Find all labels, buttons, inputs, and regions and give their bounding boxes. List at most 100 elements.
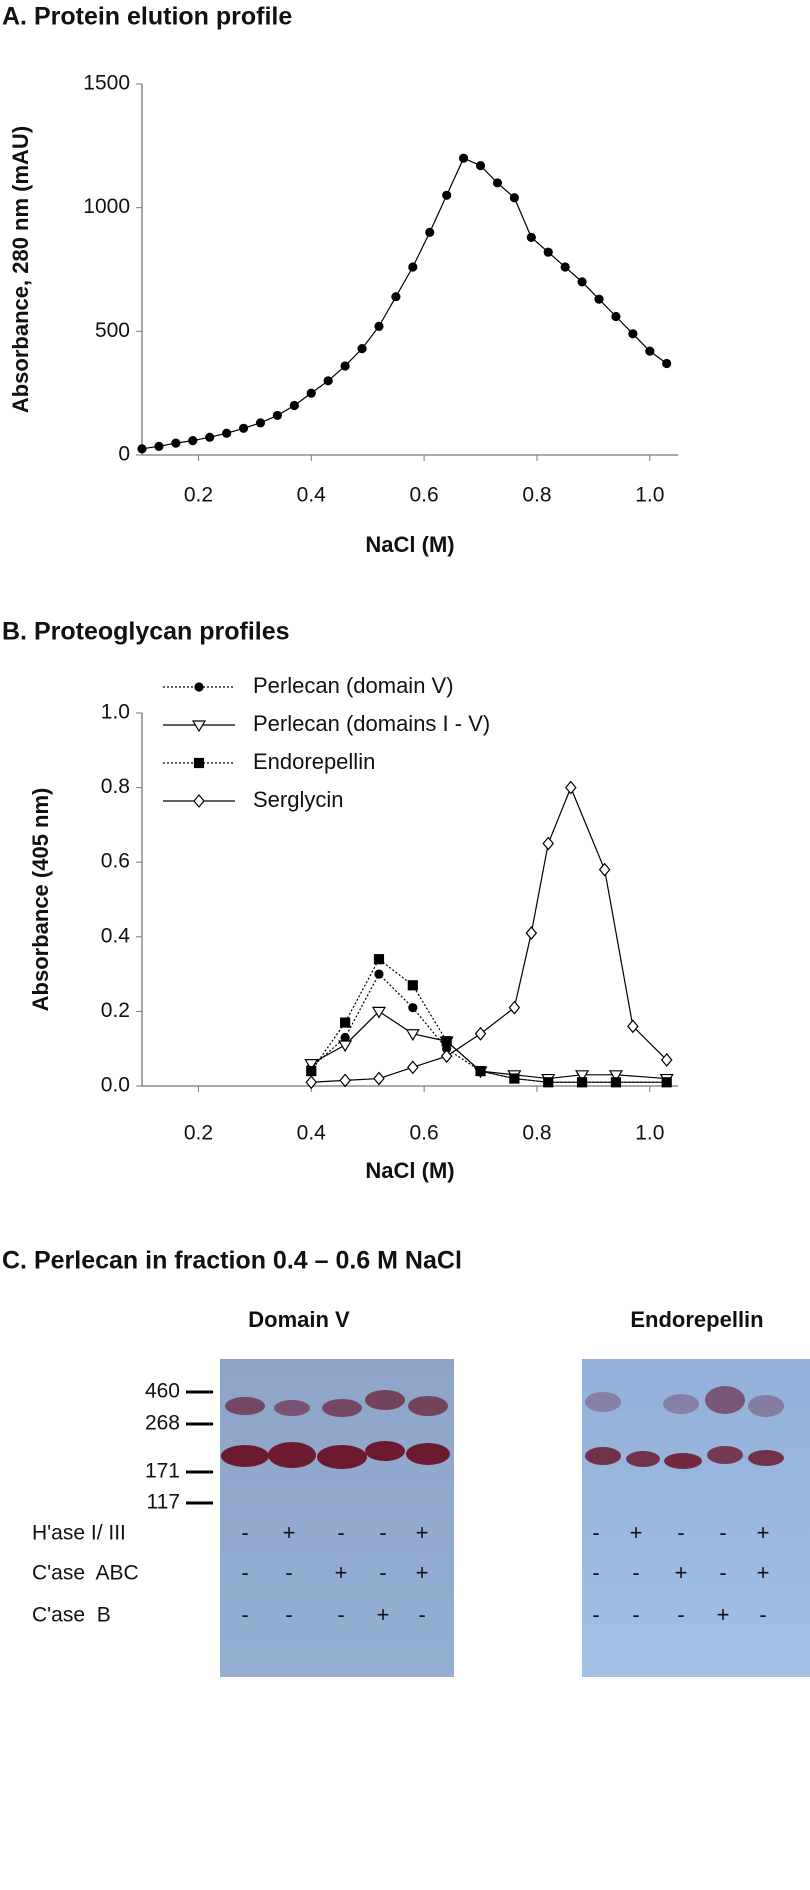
treatment-sign: - (632, 1602, 639, 1627)
treatment-sign: - (379, 1520, 386, 1545)
treatment-sign: + (283, 1520, 296, 1545)
marker (508, 1000, 521, 1015)
marker (407, 980, 418, 991)
marker (238, 423, 249, 433)
y-tick-label: 0 (118, 443, 130, 466)
marker (475, 161, 486, 171)
y-tick-label: 0.4 (101, 924, 131, 947)
treatment-sign: - (677, 1520, 684, 1545)
y-tick-label: 0.0 (101, 1074, 130, 1097)
marker (565, 780, 577, 795)
marker (193, 757, 205, 769)
x-tick-label: 1.0 (635, 484, 664, 507)
marker (611, 311, 621, 322)
marker (137, 444, 147, 454)
marker (255, 418, 266, 428)
treatment-sign: + (757, 1520, 770, 1545)
treatment-label: H'ase I/ III (32, 1522, 126, 1545)
marker (598, 862, 611, 877)
x-tick-label: 0.8 (522, 484, 551, 507)
y-axis-label: Absorbance (405 nm) (28, 788, 53, 1012)
legend-label: Perlecan (domain V) (253, 673, 454, 698)
series-line (141, 157, 668, 450)
marker (542, 836, 555, 851)
treatment-sign: + (377, 1602, 390, 1627)
marker (374, 969, 384, 979)
marker (391, 292, 401, 302)
marker (306, 388, 316, 398)
series-line (310, 958, 667, 1083)
y-axis-label: Absorbance, 280 nm (mAU) (8, 126, 33, 413)
legend-label: Perlecan (domains I - V) (253, 711, 490, 736)
marker (474, 1026, 487, 1041)
marker (660, 1052, 673, 1067)
marker (305, 1075, 318, 1090)
marker (440, 1049, 453, 1064)
x-tick-label: 1.0 (635, 1122, 664, 1145)
treatment-sign: - (418, 1602, 425, 1627)
x-tick-label: 0.6 (410, 484, 439, 507)
treatment-sign: - (719, 1560, 726, 1585)
y-tick-label: 0.6 (101, 850, 130, 873)
treatment-sign: - (285, 1602, 292, 1627)
treatment-sign: - (677, 1602, 684, 1627)
marker (408, 262, 418, 272)
marker (194, 682, 204, 692)
treatment-sign: - (592, 1520, 599, 1545)
panel-title: Endorepellin (630, 1307, 763, 1332)
marker (628, 329, 638, 339)
marker (509, 1073, 520, 1084)
marker (525, 926, 538, 941)
marker (459, 153, 469, 163)
treatment-sign: - (592, 1560, 599, 1585)
treatment-sign: - (241, 1560, 248, 1585)
treatment-sign: - (379, 1560, 386, 1585)
marker (608, 1070, 623, 1082)
marker (560, 262, 570, 272)
x-tick-label: 0.8 (522, 1122, 551, 1145)
marker (304, 1059, 319, 1071)
treatment-sign: - (241, 1602, 248, 1627)
marker (340, 1017, 351, 1028)
y-tick-label: 500 (95, 319, 130, 342)
x-axis-label: NaCl (M) (365, 1158, 454, 1183)
marker (408, 1003, 418, 1013)
x-tick-label: 0.4 (297, 1122, 327, 1145)
y-tick-label: 0.2 (101, 999, 130, 1022)
marker (289, 400, 299, 411)
blot-image (220, 1359, 810, 1677)
marker (543, 247, 553, 257)
marker (405, 1029, 420, 1041)
legend-label: Endorepellin (253, 749, 375, 774)
treatment-sign: + (335, 1560, 348, 1585)
marker (492, 178, 503, 188)
treatment-label: C'ase ABC (32, 1562, 139, 1585)
marker (205, 432, 215, 442)
marker (661, 1077, 672, 1088)
marker (374, 321, 384, 331)
treatment-sign: - (285, 1560, 292, 1585)
marker (340, 361, 350, 371)
marker (441, 1036, 452, 1047)
marker (543, 1077, 554, 1088)
marker (610, 1077, 622, 1088)
marker (577, 277, 587, 287)
y-tick-label: 1000 (83, 195, 130, 218)
marker (339, 1073, 351, 1088)
treatment-sign: - (592, 1602, 599, 1627)
chart-title: B. Proteoglycan profiles (2, 618, 290, 646)
marker (576, 1077, 588, 1088)
marker (193, 794, 205, 808)
x-tick-label: 0.2 (184, 1122, 213, 1145)
series-line (310, 973, 667, 1083)
marker (357, 344, 367, 354)
marker (662, 358, 672, 369)
marker (154, 441, 164, 451)
marker (575, 1070, 590, 1082)
treatment-sign: - (241, 1520, 248, 1545)
marker (338, 1040, 353, 1053)
legend-label: Serglycin (253, 787, 343, 812)
marker (191, 720, 207, 733)
treatment-sign: - (337, 1602, 344, 1627)
treatment-sign: + (675, 1560, 688, 1585)
